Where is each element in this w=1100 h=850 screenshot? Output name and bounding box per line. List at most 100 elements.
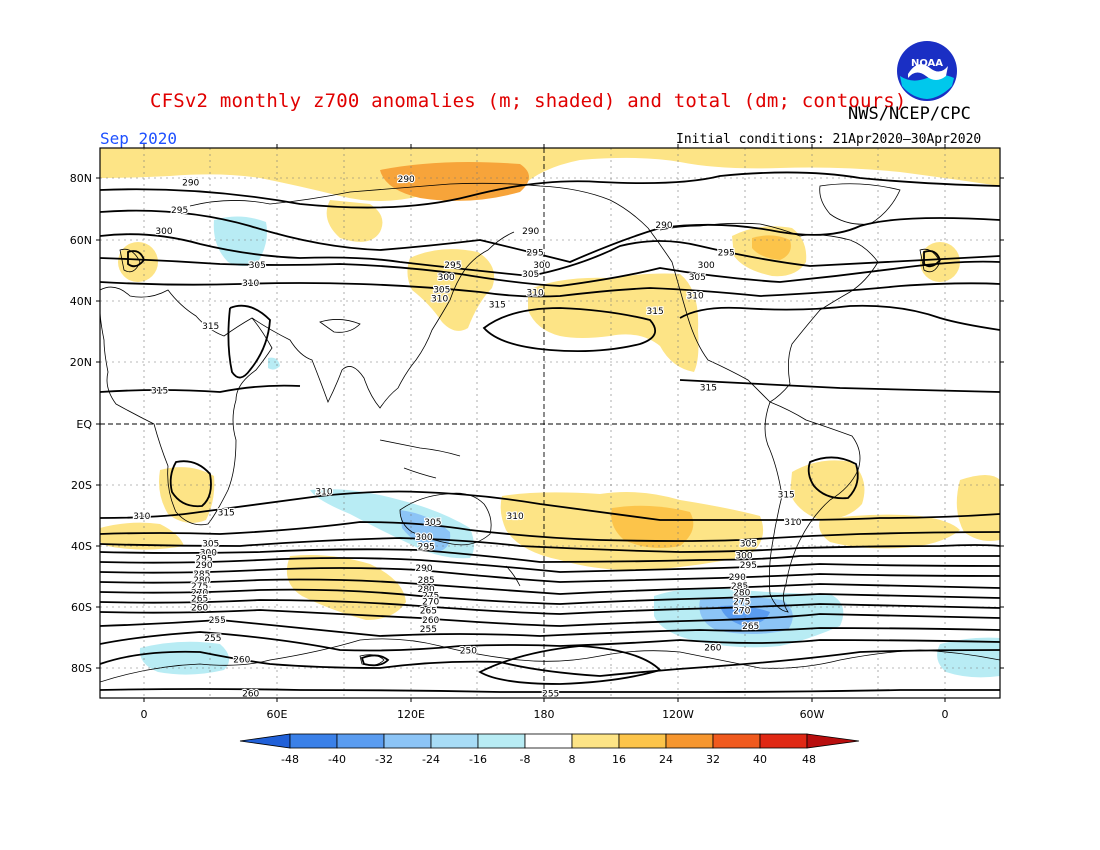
lon-axis: 0 60E 120E 180 120W 60W 0 xyxy=(141,708,949,721)
contour-label: 290 xyxy=(729,573,746,583)
contour-label: 255 xyxy=(209,616,226,626)
contour-label: 300 xyxy=(200,549,217,559)
colorbar-label: 8 xyxy=(569,753,576,766)
contour-label: 260 xyxy=(233,656,250,666)
contour-label: 315 xyxy=(778,490,795,500)
contour-label: 260 xyxy=(704,643,721,653)
lon-tick-label: 120W xyxy=(662,708,694,721)
contour-label: 290 xyxy=(655,221,672,231)
contour-label: 305 xyxy=(740,539,757,549)
contour-label: 315 xyxy=(218,509,235,519)
lat-tick-label: 60N xyxy=(70,234,92,247)
lat-tick-label: 60S xyxy=(71,601,92,614)
contour-label: 305 xyxy=(689,273,706,283)
contour-label: 305 xyxy=(433,285,450,295)
contour-label: 285 xyxy=(731,582,748,592)
contour-label: 315 xyxy=(151,386,168,396)
contour-label: 270 xyxy=(733,607,750,617)
contour-label: 275 xyxy=(422,591,439,601)
lat-tick-label: EQ xyxy=(76,418,92,431)
contour-label: 280 xyxy=(733,588,750,598)
colorbar-label: 48 xyxy=(802,753,816,766)
colorbar-labels: -48 -40 -32 -24 -16 -8 8 16 24 32 40 48 xyxy=(281,753,816,766)
colorbar-label: -48 xyxy=(281,753,299,766)
chart-title: CFSv2 monthly z700 anomalies (m; shaded)… xyxy=(150,90,907,112)
colorbar xyxy=(239,733,860,749)
lat-tick-label: 20S xyxy=(71,479,92,492)
contour-label: 300 xyxy=(698,261,715,271)
colorbar-label: -16 xyxy=(469,753,487,766)
lat-tick-label: 80N xyxy=(70,172,92,185)
lat-tick-label: 80S xyxy=(71,662,92,675)
contour-label: 250 xyxy=(460,646,477,656)
contour-label: 260 xyxy=(191,604,208,614)
contour-label: 285 xyxy=(193,570,210,580)
initial-conditions-label: Initial conditions: 21Apr2020–30Apr2020 xyxy=(676,132,982,147)
contour-label: 315 xyxy=(489,301,506,311)
lat-tick-label: 40N xyxy=(70,295,92,308)
contour-label: 260 xyxy=(242,689,259,699)
lon-tick-label: 0 xyxy=(942,708,949,721)
contour-label: 290 xyxy=(182,178,199,188)
colorbar-label: -24 xyxy=(422,753,440,766)
map-frame xyxy=(99,147,1001,699)
colorbar-label: 32 xyxy=(706,753,720,766)
contour-label: 315 xyxy=(700,383,717,393)
colorbar-min-arrow xyxy=(239,733,291,749)
contour-label: 310 xyxy=(687,292,704,302)
contour-label: 300 xyxy=(155,227,172,237)
contour-label: 255 xyxy=(420,625,437,635)
colorbar-label: -40 xyxy=(328,753,346,766)
contour-label: 305 xyxy=(249,261,266,271)
colorbar-max-arrow xyxy=(806,733,860,749)
reference-lines xyxy=(100,148,1000,698)
contour-label: 300 xyxy=(533,261,550,271)
noaa-logo: NOAA xyxy=(897,41,957,101)
contour-label: 295 xyxy=(195,555,212,565)
contour-label: 315 xyxy=(202,322,219,332)
contour-label: 290 xyxy=(415,564,432,574)
contour-label: 290 xyxy=(398,175,415,185)
contour-label: 305 xyxy=(522,270,539,280)
contour-label: 310 xyxy=(431,295,448,305)
lat-tick-marks xyxy=(96,177,1004,669)
contour-label: 265 xyxy=(420,607,437,617)
contour-label: 275 xyxy=(191,582,208,592)
contour-label: 280 xyxy=(193,576,210,586)
height-contours xyxy=(100,171,1000,693)
lat-tick-label: 20N xyxy=(70,356,92,369)
contour-label: 255 xyxy=(204,634,221,644)
lon-tick-label: 180 xyxy=(534,708,555,721)
contour-label: 305 xyxy=(202,539,219,549)
contour-label: 300 xyxy=(735,552,752,562)
contour-label: 310 xyxy=(242,279,259,289)
contour-label: 295 xyxy=(444,261,461,271)
contour-label: 315 xyxy=(647,307,664,317)
lon-tick-label: 60W xyxy=(800,708,825,721)
valid-month-label: Sep 2020 xyxy=(100,129,178,148)
lat-tick-label: 40S xyxy=(71,540,92,553)
contour-label: 295 xyxy=(718,249,735,259)
contour-label: 270 xyxy=(191,588,208,598)
contour-label: 305 xyxy=(424,518,441,528)
colorbar-label: -8 xyxy=(520,753,531,766)
contour-label: 255 xyxy=(542,689,559,699)
contour-label: 295 xyxy=(527,249,544,259)
contour-label: 300 xyxy=(415,533,432,543)
lon-tick-label: 0 xyxy=(141,708,148,721)
contour-label: 295 xyxy=(171,206,188,216)
contour-label: 295 xyxy=(740,561,757,571)
contour-label: 310 xyxy=(315,487,332,497)
contour-label: 310 xyxy=(133,512,150,522)
colorbar-label: 16 xyxy=(612,753,626,766)
contour-label: 270 xyxy=(422,598,439,608)
colorbar-label: 24 xyxy=(659,753,673,766)
lon-tick-label: 60E xyxy=(267,708,288,721)
contour-label: 265 xyxy=(742,622,759,632)
lat-axis: 80N 60N 40N 20N EQ 20S 40S 60S 80S xyxy=(70,172,93,675)
contour-label: 290 xyxy=(522,227,539,237)
agency-label: NWS/NCEP/CPC xyxy=(848,104,971,124)
contour-label: 275 xyxy=(733,598,750,608)
contour-label: 295 xyxy=(418,542,435,552)
